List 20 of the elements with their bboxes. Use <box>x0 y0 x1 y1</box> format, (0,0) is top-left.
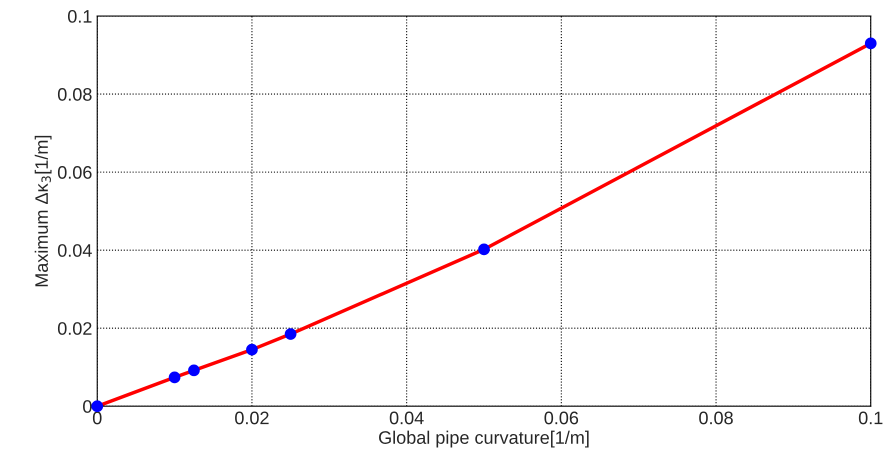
y-tick-label: 0.1 <box>68 10 92 23</box>
y-tick-label: 0 <box>83 400 92 413</box>
y-tick-label: 0.04 <box>58 244 92 257</box>
x-tick-label: 0.04 <box>390 412 424 424</box>
point <box>478 244 490 256</box>
y-tick-label: 0.02 <box>58 322 92 335</box>
x-tick-label: 0 <box>92 412 102 424</box>
x-tick-label: 0.02 <box>235 412 269 424</box>
y-tick-label: 0.06 <box>58 166 92 179</box>
y-tick-label: 0.08 <box>58 88 92 101</box>
point <box>188 364 200 376</box>
x-axis-title: Global pipe curvature[1/m] <box>379 430 589 448</box>
point <box>284 328 296 340</box>
point <box>168 372 180 384</box>
x-tick-label: 0.1 <box>858 412 882 424</box>
point <box>246 344 258 356</box>
x-tick-label: 0.06 <box>544 412 578 424</box>
point <box>864 38 877 50</box>
x-tick-label: 0.08 <box>699 412 733 424</box>
y-axis-title: Maximum Δκ$_{3}$[1/m] <box>34 136 52 286</box>
